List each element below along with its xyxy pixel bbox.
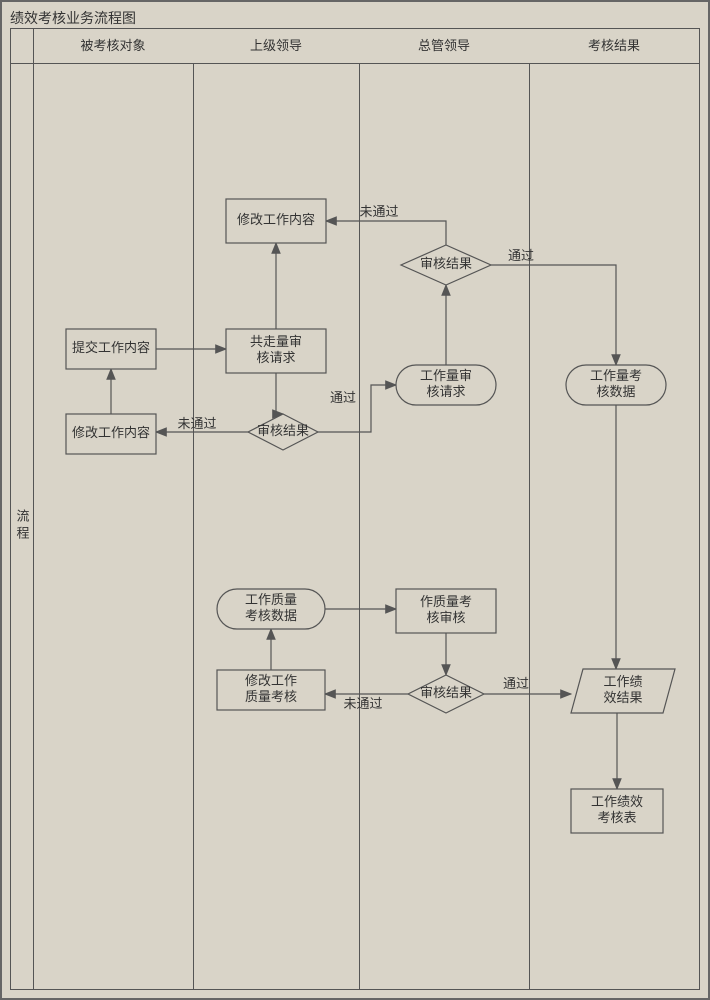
svg-text:工作量考核数据: 工作量考核数据 [590, 368, 642, 399]
svg-text:共走量审核请求: 共走量审核请求 [250, 334, 302, 365]
svg-text:审核结果: 审核结果 [420, 685, 472, 700]
svg-text:修改工作内容: 修改工作内容 [72, 425, 150, 440]
svg-text:审核结果: 审核结果 [257, 423, 309, 438]
svg-text:提交工作内容: 提交工作内容 [72, 340, 150, 355]
svg-text:工作绩效结果: 工作绩效结果 [603, 674, 642, 705]
svg-text:工作绩效考核表: 工作绩效考核表 [591, 794, 643, 825]
edge-label: 通过 [330, 390, 356, 405]
svg-text:工作质量考核数据: 工作质量考核数据 [245, 592, 297, 623]
svg-text:工作量审核请求: 工作量审核请求 [420, 368, 472, 399]
edge-label: 通过 [508, 248, 534, 263]
diagram-frame: 被考核对象 上级领导 总管领导 考核结果 流程 未通过通过未通过通过未通过通过 … [10, 28, 700, 990]
edge [326, 221, 446, 245]
edge-label: 未通过 [359, 204, 398, 219]
svg-text:审核结果: 审核结果 [420, 256, 472, 271]
svg-text:作质量考核审核: 作质量考核审核 [420, 594, 472, 625]
svg-text:修改工作质量考核: 修改工作质量考核 [245, 673, 297, 704]
svg-text:修改工作内容: 修改工作内容 [237, 212, 315, 227]
edge-label: 通过 [503, 676, 529, 691]
page: 绩效考核业务流程图 被考核对象 上级领导 总管领导 考核结果 流程 未通过通过未… [0, 0, 710, 1000]
page-title: 绩效考核业务流程图 [10, 8, 136, 28]
edge [491, 265, 616, 365]
edge-label: 未通过 [343, 696, 382, 711]
edge [276, 373, 283, 414]
flowchart-canvas: 未通过通过未通过通过未通过通过 提交工作内容修改工作内容修改工作内容共走量审核请… [11, 29, 701, 989]
edge-label: 未通过 [177, 416, 216, 431]
